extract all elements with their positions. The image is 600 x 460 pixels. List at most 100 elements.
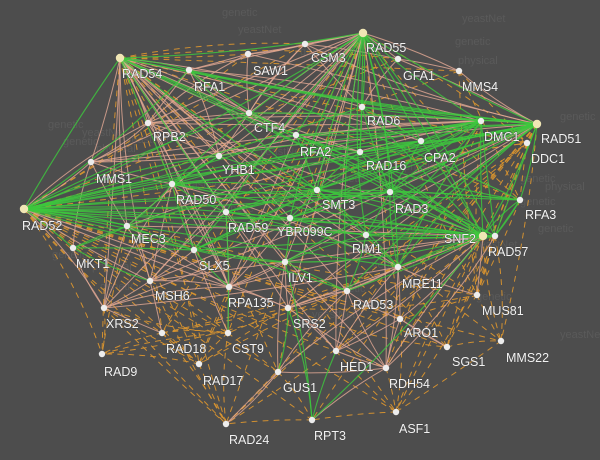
graph-node-ybr099c[interactable] bbox=[286, 214, 294, 222]
graph-node-gus1[interactable] bbox=[274, 368, 282, 376]
graph-edge bbox=[225, 235, 484, 425]
graph-edge bbox=[90, 57, 121, 163]
graph-node-gfa1[interactable] bbox=[394, 55, 402, 63]
graph-node-asf1[interactable] bbox=[392, 408, 400, 416]
node-label-mms1: MMS1 bbox=[96, 172, 132, 186]
graph-node-rad16[interactable] bbox=[356, 148, 364, 156]
graph-node-rim1[interactable] bbox=[362, 231, 370, 239]
graph-node-rfa3[interactable] bbox=[516, 196, 524, 204]
graph-edge bbox=[476, 235, 496, 296]
graph-node-mus81[interactable] bbox=[473, 291, 481, 299]
graph-edge bbox=[103, 280, 151, 309]
graph-node-snf2[interactable] bbox=[478, 231, 488, 241]
graph-node-rad53[interactable] bbox=[343, 287, 351, 295]
watermark-text: genetic bbox=[560, 111, 596, 123]
graph-edge bbox=[289, 120, 482, 219]
graph-edge bbox=[126, 225, 227, 425]
graph-node-slx5[interactable] bbox=[190, 246, 198, 254]
graph-node-ctf4[interactable] bbox=[245, 109, 253, 117]
graph-node-aro1[interactable] bbox=[396, 315, 404, 323]
graph-edge bbox=[72, 225, 128, 249]
graph-edge bbox=[119, 57, 391, 193]
graph-node-csm3[interactable] bbox=[301, 40, 309, 48]
graph-node-mre11[interactable] bbox=[394, 263, 402, 271]
graph-node-mms1[interactable] bbox=[87, 158, 95, 166]
node-label-gfa1: GFA1 bbox=[403, 69, 435, 83]
graph-node-rad9[interactable] bbox=[98, 350, 106, 358]
graph-edge bbox=[101, 57, 121, 355]
graph-node-rad57[interactable] bbox=[491, 232, 499, 240]
node-label-rad59: RAD59 bbox=[228, 221, 268, 235]
graph-edge bbox=[147, 122, 220, 157]
graph-node-saw1[interactable] bbox=[244, 50, 252, 58]
graph-edge bbox=[289, 217, 367, 236]
graph-node-mms4[interactable] bbox=[455, 67, 463, 75]
graph-node-rpb2[interactable] bbox=[144, 119, 152, 127]
graph-edge bbox=[346, 290, 387, 369]
graph-node-rad59[interactable] bbox=[222, 208, 230, 216]
graph-node-mkt1[interactable] bbox=[69, 244, 77, 252]
graph-node-msh6[interactable] bbox=[146, 277, 154, 285]
graph-edge bbox=[23, 189, 318, 210]
graph-edge bbox=[23, 208, 195, 251]
node-layer[interactable] bbox=[19, 28, 542, 428]
graph-node-rfa1[interactable] bbox=[185, 66, 193, 74]
graph-node-cst9[interactable] bbox=[224, 329, 232, 337]
graph-node-rad52[interactable] bbox=[19, 204, 29, 214]
graph-edge bbox=[365, 120, 482, 236]
watermark-text: yeastNet bbox=[312, 309, 355, 321]
graph-edge bbox=[23, 206, 227, 213]
graph-node-sgs1[interactable] bbox=[443, 343, 451, 351]
node-label-rad55: RAD55 bbox=[366, 41, 406, 55]
graph-edge bbox=[482, 235, 502, 342]
graph-node-cpa2[interactable] bbox=[417, 137, 425, 145]
graph-node-yhb1[interactable] bbox=[215, 152, 223, 160]
graph-node-dmc1[interactable] bbox=[477, 117, 485, 125]
graph-edge bbox=[126, 225, 230, 288]
graph-edge bbox=[311, 235, 484, 421]
graph-node-rad6[interactable] bbox=[358, 103, 366, 111]
graph-node-hed1[interactable] bbox=[332, 347, 340, 355]
graph-edge bbox=[101, 225, 128, 355]
graph-edge bbox=[228, 261, 286, 288]
graph-node-mms22[interactable] bbox=[497, 337, 505, 345]
graph-edge bbox=[335, 350, 397, 413]
graph-node-rfa2[interactable] bbox=[292, 131, 300, 139]
graph-edge bbox=[23, 208, 128, 227]
graph-node-rad54[interactable] bbox=[115, 53, 125, 63]
graph-node-smt3[interactable] bbox=[313, 186, 321, 194]
graph-node-rad50[interactable] bbox=[168, 180, 176, 188]
graph-edge bbox=[389, 191, 521, 201]
graph-edge bbox=[101, 353, 200, 365]
graph-edge bbox=[316, 151, 361, 191]
graph-edge bbox=[188, 69, 220, 157]
graph-node-rad17[interactable] bbox=[195, 360, 203, 368]
graph-node-rad24[interactable] bbox=[222, 420, 230, 428]
graph-node-rad3[interactable] bbox=[386, 188, 394, 196]
graph-edge bbox=[23, 142, 528, 210]
graph-edge bbox=[101, 332, 163, 355]
graph-node-mec3[interactable] bbox=[123, 222, 131, 230]
graph-edge bbox=[119, 57, 397, 413]
graph-edge bbox=[362, 32, 478, 296]
graph-node-rad51[interactable] bbox=[532, 119, 542, 129]
watermark-text: yeastNet bbox=[474, 239, 517, 251]
graph-node-rpa135[interactable] bbox=[225, 283, 233, 291]
graph-edge bbox=[389, 191, 496, 237]
graph-edge bbox=[103, 307, 229, 334]
graph-node-srs2[interactable] bbox=[284, 304, 292, 312]
graph-edge bbox=[149, 183, 173, 282]
graph-edge bbox=[103, 123, 538, 309]
graph-node-xrs2[interactable] bbox=[100, 304, 108, 312]
graph-edge bbox=[23, 208, 286, 263]
graph-node-rad55[interactable] bbox=[358, 28, 368, 38]
graph-node-rdh54[interactable] bbox=[382, 364, 390, 372]
graph-node-rpt3[interactable] bbox=[308, 416, 316, 424]
graph-node-rad18[interactable] bbox=[158, 329, 166, 337]
graph-edge bbox=[23, 191, 391, 210]
graph-node-ddc1[interactable] bbox=[523, 139, 531, 147]
graph-edge bbox=[385, 235, 496, 369]
graph-node-ilv1[interactable] bbox=[281, 258, 289, 266]
